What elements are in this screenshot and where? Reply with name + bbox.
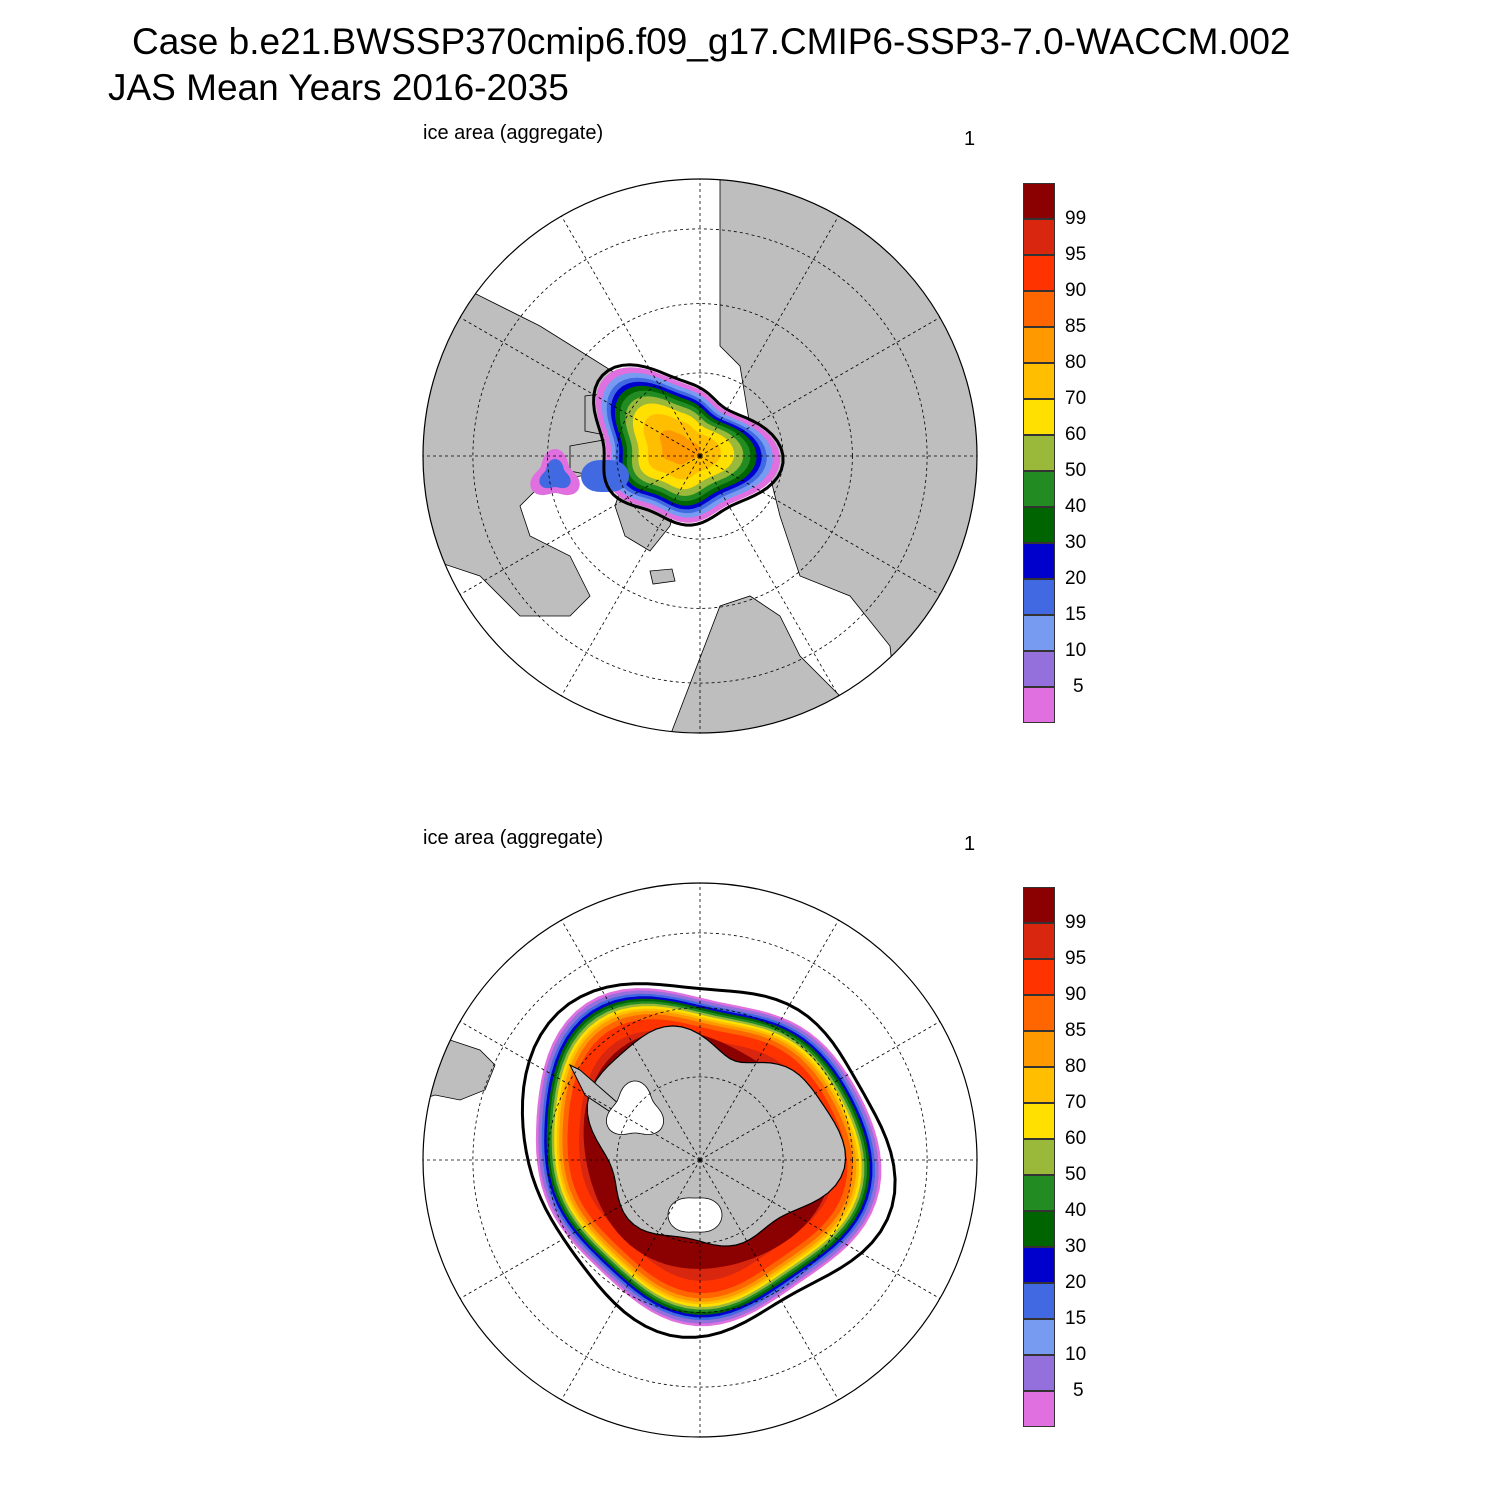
north-colorbar-swatch (1023, 183, 1055, 219)
south-colorbar-swatch (1023, 1211, 1055, 1247)
south-colorbar-tick-label: 99 (1065, 912, 1087, 933)
title-case: Case b.e21.BWSSP370cmip6.f09_g17.CMIP6-S… (132, 21, 1291, 62)
north-meridian-line (459, 455, 701, 595)
south-meridian-line (699, 919, 839, 1161)
north-colorbar-tick-label: 90 (1065, 280, 1087, 301)
north-colorbar-swatch (1023, 471, 1055, 507)
north-colorbar-tick-label: 30 (1065, 532, 1087, 553)
south-colorbar-swatch (1023, 1175, 1055, 1211)
south-right-label: 1 (964, 833, 976, 855)
south-ross-shelf (667, 1197, 723, 1233)
north-ice-patch-hudson-inner (539, 459, 571, 489)
south-colorbar-swatch (1023, 1319, 1055, 1355)
north-colorbar-swatch (1023, 615, 1055, 651)
south-latitude-circle (472, 932, 928, 1388)
north-colorbar-tick-label: 5 (1073, 676, 1084, 697)
north-meridian-line (699, 215, 839, 457)
south-colorbar-tick-label: 40 (1065, 1200, 1087, 1221)
south-colorbar-tick-label: 30 (1065, 1236, 1087, 1257)
south-colorbar-swatch (1023, 887, 1055, 923)
south-map-svg (422, 882, 978, 1438)
south-colorbar-tick-label: 85 (1065, 1020, 1087, 1041)
south-polar-map (420, 880, 980, 1440)
north-latitude-circle (472, 228, 928, 684)
north-meridian-line (699, 455, 941, 595)
north-map-svg (422, 178, 978, 734)
north-meridian-line (561, 455, 701, 697)
north-colorbar-tick-label: 95 (1065, 244, 1087, 265)
north-colorbar-swatch (1023, 327, 1055, 363)
north-variable-label: ice area (aggregate) (423, 122, 604, 144)
north-meridian-line (561, 215, 701, 457)
north-colorbar-tick-label: 80 (1065, 352, 1087, 373)
south-colorbar-tick-label: 50 (1065, 1164, 1087, 1185)
south-colorbar-swatch (1023, 1283, 1055, 1319)
north-colorbar-swatch (1023, 651, 1055, 687)
south-meridian-line (459, 1021, 701, 1161)
south-colorbar-tick-label: 15 (1065, 1308, 1087, 1329)
north-landmass (649, 568, 676, 585)
south-latitude-circle (616, 1076, 784, 1244)
north-colorbar-tick-label: 40 (1065, 496, 1087, 517)
south-meridian-line (561, 1159, 701, 1401)
south-colorbar-swatch (1023, 1103, 1055, 1139)
south-map-border (422, 882, 978, 1438)
south-antarctica (586, 1025, 847, 1247)
north-colorbar-swatch (1023, 435, 1055, 471)
south-colorbar-tick-label: 5 (1073, 1380, 1084, 1401)
north-colorbar-tick-label: 10 (1065, 640, 1087, 661)
south-colorbar-swatch (1023, 1355, 1055, 1391)
north-colorbar-swatch (1023, 687, 1055, 723)
south-colorbar-swatch (1023, 1247, 1055, 1283)
south-meridian-line (699, 1021, 941, 1161)
north-colorbar-tick-label: 50 (1065, 460, 1087, 481)
north-colorbar-tick-label: 15 (1065, 604, 1087, 625)
south-graticule (423, 883, 977, 1437)
north-colorbar-swatch (1023, 219, 1055, 255)
north-colorbar-swatch (1023, 399, 1055, 435)
south-colorbar-swatch (1023, 995, 1055, 1031)
north-colorbar-swatch (1023, 255, 1055, 291)
north-colorbar-tick-label: 85 (1065, 316, 1087, 337)
south-colorbar-tick-label: 95 (1065, 948, 1087, 969)
title-season-years: JAS Mean Years 2016-2035 (108, 67, 569, 108)
north-polar-map (420, 176, 980, 736)
south-colorbar-tick-label: 10 (1065, 1344, 1087, 1365)
north-map-border (422, 178, 978, 734)
north-colorbar-swatch (1023, 363, 1055, 399)
south-variable-label: ice area (aggregate) (423, 827, 604, 849)
north-meridian-line (699, 317, 941, 457)
north-meridian-line (699, 455, 839, 697)
south-colorbar-tick-label: 70 (1065, 1092, 1087, 1113)
south-colorbar-swatch (1023, 1391, 1055, 1427)
south-colorbar-tick-label: 90 (1065, 984, 1087, 1005)
north-ice-contour-band (660, 430, 701, 465)
north-colorbar-swatch (1023, 507, 1055, 543)
south-colorbar-swatch (1023, 1031, 1055, 1067)
south-meridian-line (459, 1159, 701, 1299)
south-colorbar-swatch (1023, 1139, 1055, 1175)
north-ice-concentration (530, 367, 780, 523)
south-colorbar-tick-label: 60 (1065, 1128, 1087, 1149)
south-meridian-line (561, 919, 701, 1161)
south-colorbar-swatch (1023, 959, 1055, 995)
south-colorbar-tick-label: 80 (1065, 1056, 1087, 1077)
north-colorbar-swatch (1023, 579, 1055, 615)
north-colorbar-swatch (1023, 291, 1055, 327)
north-meridian-line (459, 317, 701, 457)
south-meridian-line (699, 1159, 839, 1401)
north-colorbar-swatch (1023, 543, 1055, 579)
north-colorbar-tick-label: 70 (1065, 388, 1087, 409)
north-colorbar-tick-label: 20 (1065, 568, 1087, 589)
south-meridian-line (699, 1159, 941, 1299)
north-right-label: 1 (964, 128, 976, 150)
south-colorbar-swatch (1023, 1067, 1055, 1103)
south-ice-edge-contour (520, 982, 897, 1339)
north-colorbar-tick-label: 60 (1065, 424, 1087, 445)
south-colorbar-tick-label: 20 (1065, 1272, 1087, 1293)
north-colorbar-tick-label: 99 (1065, 208, 1087, 229)
south-colorbar-swatch (1023, 923, 1055, 959)
north-ice-edge-contour (592, 363, 785, 527)
